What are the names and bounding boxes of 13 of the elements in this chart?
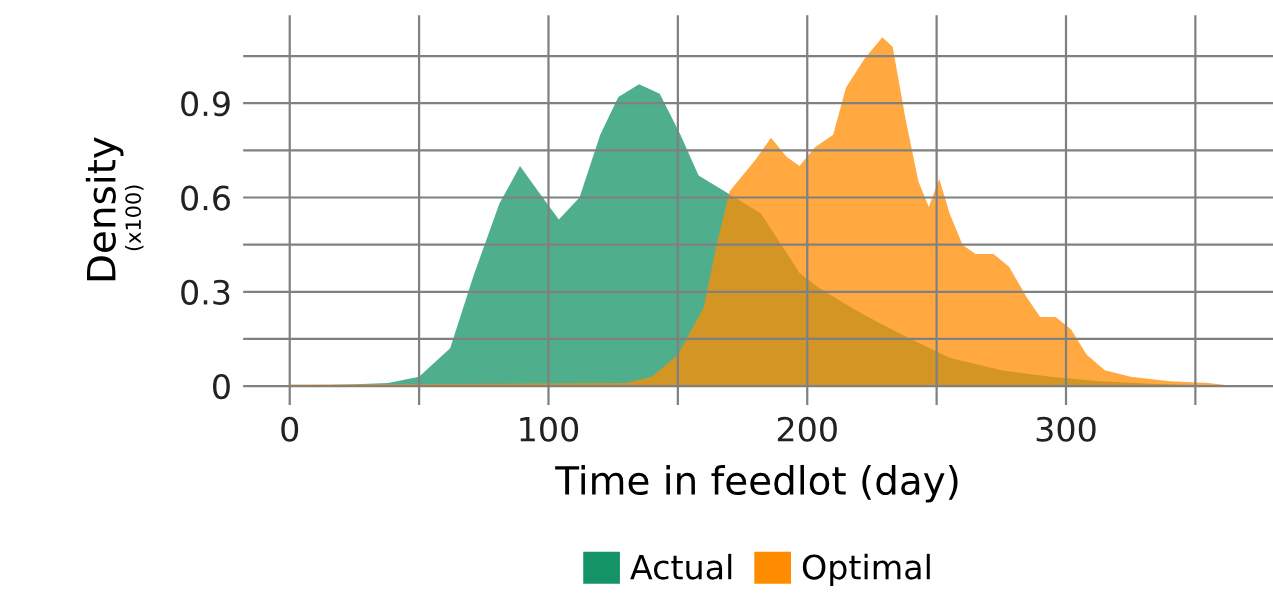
legend-label: Optimal bbox=[802, 553, 930, 587]
x-tick-label: 200 bbox=[777, 416, 837, 442]
y-tick-label: 0 bbox=[213, 373, 230, 400]
y-tick-label: 0.6 bbox=[181, 185, 230, 211]
x-tick-label: 0 bbox=[281, 416, 299, 442]
x-tick-label: 300 bbox=[1036, 416, 1096, 442]
x-axis-title: Time in feedlot (day) bbox=[555, 464, 958, 503]
y-tick-label: 0.9 bbox=[181, 91, 230, 117]
x-tick-label: 100 bbox=[520, 416, 579, 442]
legend-label: Actual bbox=[630, 553, 732, 580]
y-axis-title: Density bbox=[85, 137, 124, 281]
y-tick-label: 0.3 bbox=[181, 279, 230, 305]
text: (x100) bbox=[124, 185, 144, 251]
